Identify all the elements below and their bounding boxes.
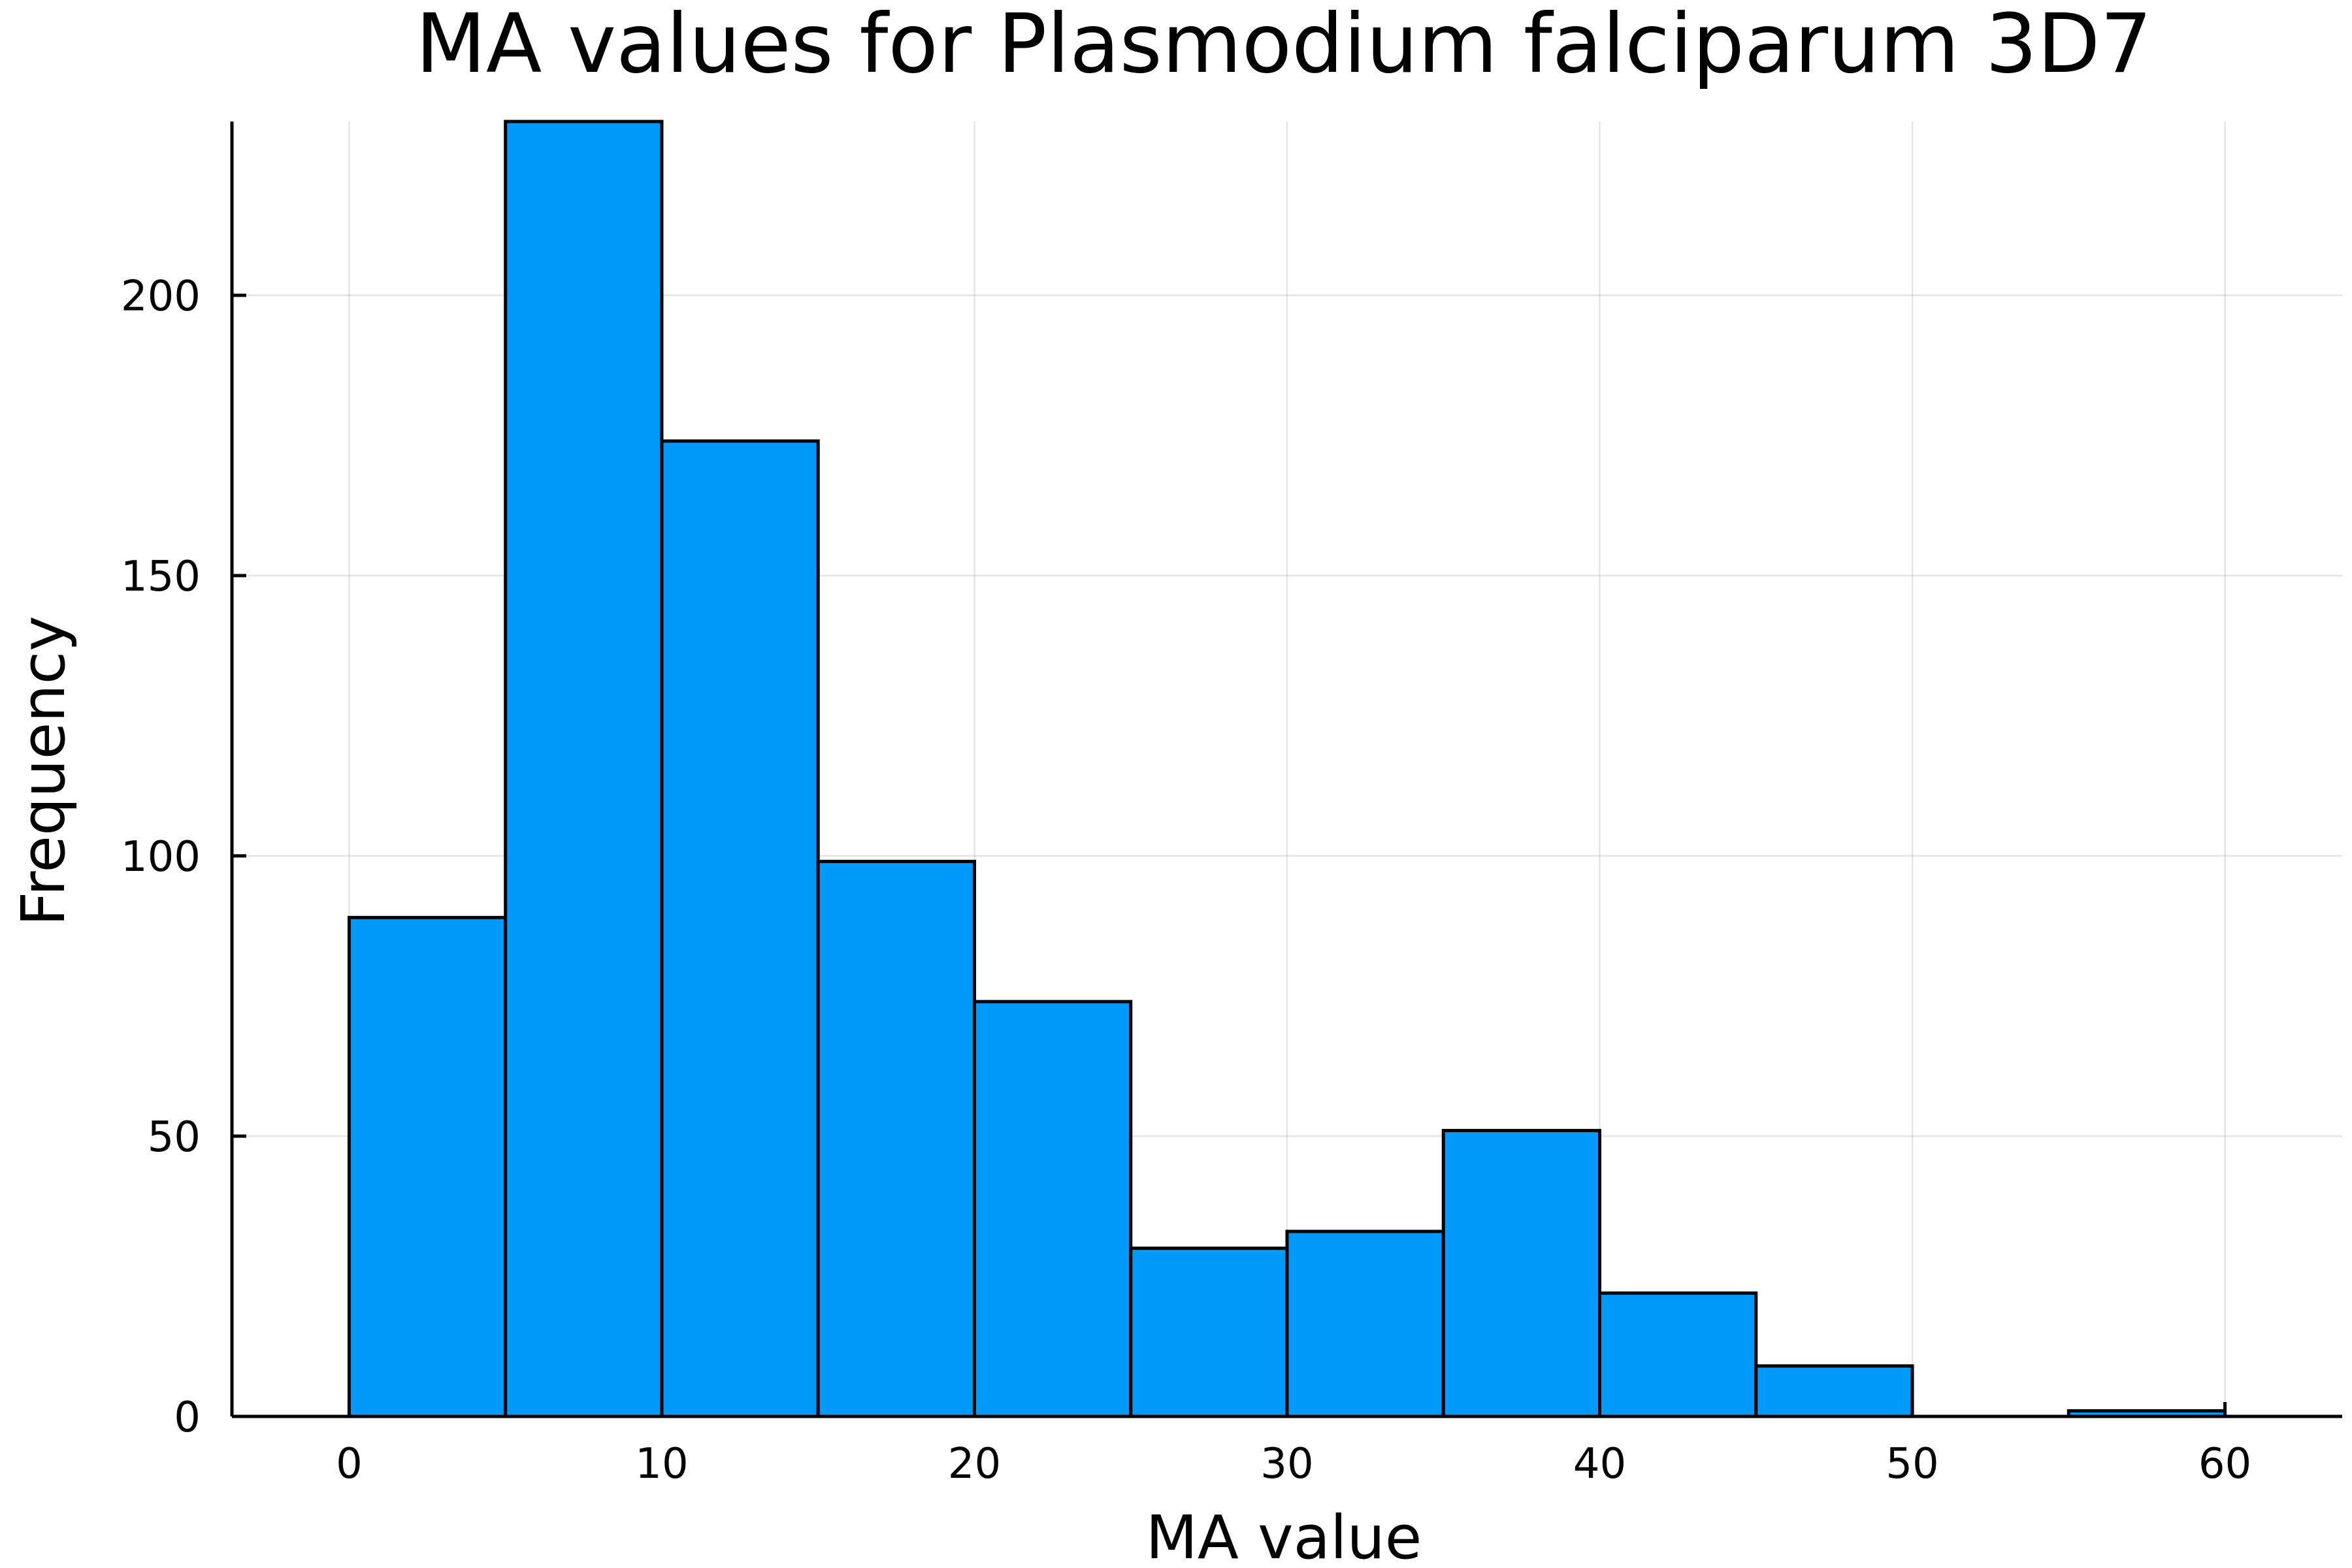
y-tick-label: 200 <box>121 272 201 321</box>
y-tick-label: 100 <box>121 833 201 881</box>
histogram-bar <box>1441 1128 1602 1418</box>
x-tick-label: 50 <box>1886 1440 1938 1488</box>
x-tick-label: 20 <box>948 1440 1001 1488</box>
x-tick-label: 10 <box>635 1440 688 1488</box>
y-axis-label: Frequency <box>8 615 78 926</box>
histogram-bar <box>1129 1247 1289 1418</box>
histogram-bar <box>504 120 664 1418</box>
histogram-bar <box>660 439 820 1418</box>
chart-title: MA values for Plasmodium falciparum 3D7 <box>416 0 2152 91</box>
histogram-bar <box>1598 1291 1758 1418</box>
x-tick-label: 40 <box>1573 1440 1626 1488</box>
x-tick-label: 0 <box>336 1440 363 1488</box>
histogram-bar <box>1754 1364 1914 1418</box>
x-tick-label: 60 <box>2198 1440 2251 1488</box>
x-axis-label: MA value <box>1146 1503 1422 1568</box>
histogram-bar <box>816 860 976 1418</box>
histogram-bar <box>347 915 508 1418</box>
y-tick-label: 150 <box>121 553 201 601</box>
histogram-bar <box>1285 1230 1445 1418</box>
y-tick-label: 0 <box>174 1394 201 1442</box>
y-tick-label: 50 <box>148 1113 201 1162</box>
histogram-bar <box>972 1000 1133 1418</box>
x-tick-label: 30 <box>1260 1440 1313 1488</box>
